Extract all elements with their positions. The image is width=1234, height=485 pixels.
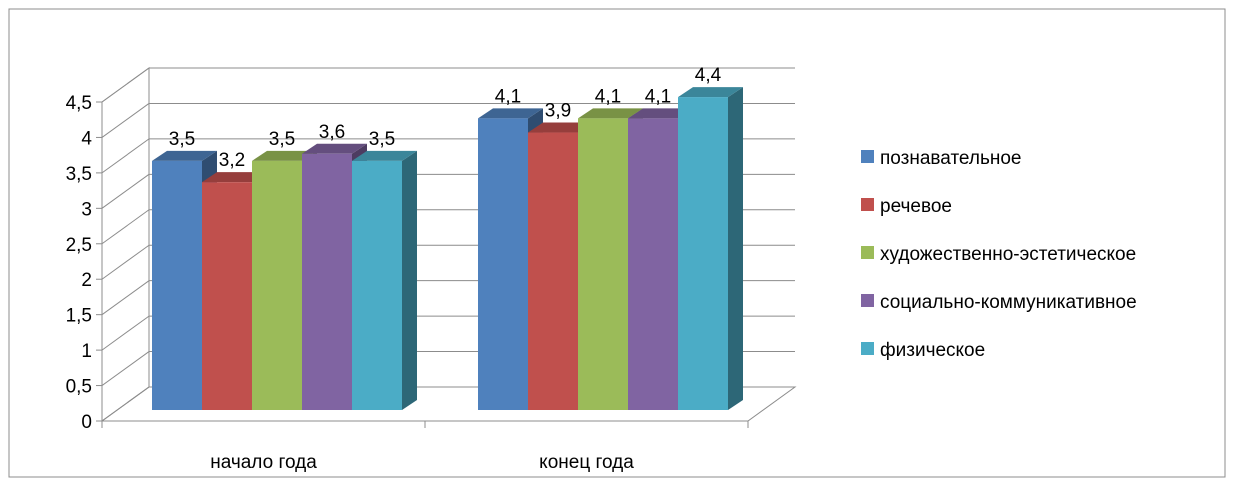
bar-top xyxy=(352,150,417,161)
legend-swatch xyxy=(861,150,874,163)
bar xyxy=(302,153,352,411)
x-tick-label: конец года xyxy=(539,452,634,473)
y-tick-label: 3 xyxy=(81,199,92,220)
gridline-diagonal xyxy=(101,386,150,422)
gridline-diagonal xyxy=(101,351,150,386)
bar xyxy=(252,160,302,410)
legend-swatch xyxy=(861,198,874,211)
y-tick-label: 4 xyxy=(81,128,92,149)
bar xyxy=(202,182,252,410)
bars xyxy=(152,87,743,411)
legend-swatch xyxy=(861,294,874,307)
bar-top xyxy=(478,108,543,119)
bar-top xyxy=(252,150,317,161)
bar-top xyxy=(302,143,367,154)
value-label: 3,2 xyxy=(219,150,245,171)
x-axis: начало года конец года xyxy=(101,420,749,473)
legend-label: художественно-эстетическое xyxy=(880,244,1136,265)
gridline-diagonal xyxy=(101,173,150,209)
legend-swatch xyxy=(861,246,874,259)
y-tick-label: 0 xyxy=(81,412,92,433)
gridline-diagonal xyxy=(101,280,150,316)
legend-label: речевое xyxy=(880,196,952,217)
bar xyxy=(152,160,202,410)
gridline-diagonal xyxy=(101,315,150,351)
bar-side xyxy=(402,150,417,410)
legend: познавательное речевое художественно-эстет… xyxy=(861,148,1137,361)
bar-top xyxy=(678,87,743,98)
gridline-diagonal xyxy=(101,103,150,138)
y-axis: 0 0,5 1 1,5 2 2,5 3 3,5 4 4,5 xyxy=(66,93,103,433)
y-tick-label: 1 xyxy=(81,341,92,362)
bar xyxy=(528,132,578,411)
bar xyxy=(478,118,528,410)
gridline-diagonal xyxy=(101,209,150,245)
bar xyxy=(678,97,728,410)
legend-swatch xyxy=(861,342,874,355)
value-label: 4,1 xyxy=(645,86,671,107)
y-tick-label: 2 xyxy=(81,270,92,291)
bar-top xyxy=(578,108,643,119)
y-tick-label: 4,5 xyxy=(66,93,92,114)
legend-label: познавательное xyxy=(880,148,1021,169)
bar xyxy=(628,118,678,410)
bar-top xyxy=(202,172,267,183)
bar-top xyxy=(628,108,693,119)
value-label: 3,6 xyxy=(319,122,345,143)
gridline-diagonal xyxy=(101,138,150,174)
y-tick-label: 3,5 xyxy=(66,164,92,185)
x-tick-label: начало года xyxy=(210,452,317,473)
y-tick-label: 1,5 xyxy=(66,306,92,327)
value-label: 4,4 xyxy=(695,65,722,86)
bar-top xyxy=(528,122,593,133)
bar-side xyxy=(728,87,743,410)
value-label: 4,1 xyxy=(595,86,621,107)
value-labels: 3,5 3,2 3,5 3,6 3,5 4,1 3,9 4,1 4,1 4,4 xyxy=(169,65,722,171)
y-tick-label: 0,5 xyxy=(66,377,92,398)
value-label: 3,9 xyxy=(545,101,571,122)
legend-label: физическое xyxy=(880,340,985,361)
value-label: 3,5 xyxy=(269,129,295,150)
bar-top xyxy=(152,150,217,161)
value-label: 3,5 xyxy=(369,129,395,150)
y-tick-label: 2,5 xyxy=(66,235,92,256)
value-label: 3,5 xyxy=(169,129,195,150)
gridline-diagonal xyxy=(101,67,150,103)
legend-label: социально-коммуникативное xyxy=(880,292,1137,313)
bar xyxy=(352,160,402,410)
value-label: 4,1 xyxy=(495,86,521,107)
bar xyxy=(578,118,628,410)
gridline-diagonal xyxy=(101,244,150,280)
